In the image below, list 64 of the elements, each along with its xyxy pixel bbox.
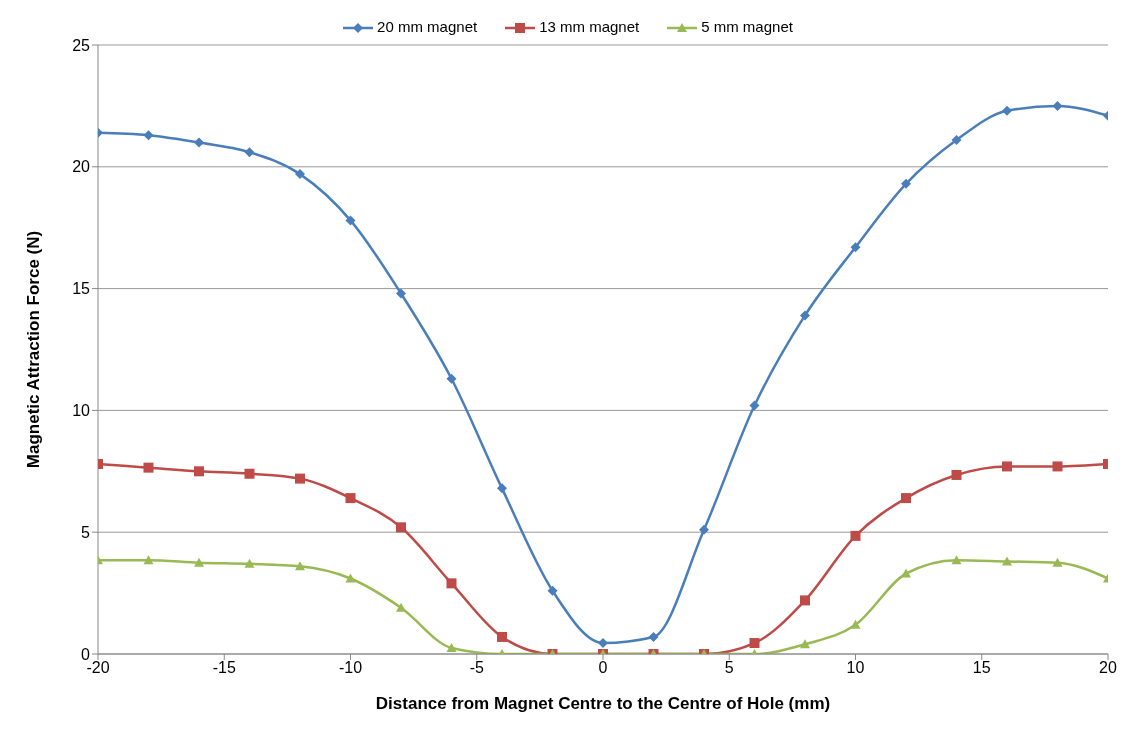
point [396, 602, 406, 612]
point [143, 462, 154, 473]
point [345, 573, 356, 583]
point [850, 530, 861, 541]
point [901, 178, 911, 189]
point [901, 493, 911, 504]
point [396, 522, 406, 533]
point [143, 555, 154, 565]
point [194, 557, 204, 567]
point [951, 555, 962, 565]
point [1052, 557, 1063, 567]
point [244, 468, 255, 479]
point [295, 473, 305, 484]
x-tick-label: 5 [724, 659, 734, 677]
point [1002, 105, 1012, 116]
x-tick-label: -10 [338, 659, 363, 677]
legend-label: 13 mm magnet [538, 18, 640, 35]
point [194, 137, 204, 148]
point [749, 400, 760, 411]
point [648, 631, 659, 642]
x-tick-label: -5 [469, 659, 484, 677]
point [244, 147, 255, 158]
y-tick-label: 5 [81, 523, 91, 541]
point [345, 493, 356, 504]
y-axis-title: Magnetic Attraction Force (N) [24, 230, 44, 469]
point [295, 169, 305, 180]
point [800, 639, 810, 649]
point [901, 568, 911, 578]
point [497, 483, 507, 494]
point [244, 558, 255, 568]
legend-label: 5 mm magnet [700, 18, 793, 35]
y-tick-label: 25 [72, 36, 91, 54]
y-tick-label: 20 [72, 158, 91, 176]
point [345, 215, 356, 226]
point [951, 469, 962, 480]
point [446, 578, 457, 589]
point [749, 638, 760, 649]
point [850, 242, 861, 253]
point [143, 130, 154, 141]
y-tick-label: 15 [72, 280, 91, 298]
x-tick-label: 15 [972, 659, 991, 677]
point [194, 466, 204, 477]
point [951, 135, 962, 145]
x-tick-label: 0 [598, 659, 608, 677]
point [497, 631, 507, 642]
point [850, 619, 861, 629]
x-axis-title: Distance from Magnet Centre to the Centre of Hole (mm) [375, 694, 831, 713]
point [699, 524, 709, 535]
point [1052, 100, 1063, 111]
y-tick-label: 10 [72, 402, 91, 420]
x-tick-label: 20 [1099, 659, 1117, 677]
point [446, 642, 457, 652]
legend-label: 20 mm magnet [376, 18, 478, 35]
point [396, 288, 406, 299]
point [446, 373, 457, 384]
point [295, 561, 305, 571]
x-tick-label: -15 [212, 659, 236, 677]
point [800, 310, 810, 321]
point [598, 638, 608, 649]
point [547, 585, 558, 596]
point [800, 595, 810, 606]
x-tick-label: 10 [846, 659, 865, 677]
point [1002, 461, 1012, 472]
point [1052, 461, 1063, 472]
